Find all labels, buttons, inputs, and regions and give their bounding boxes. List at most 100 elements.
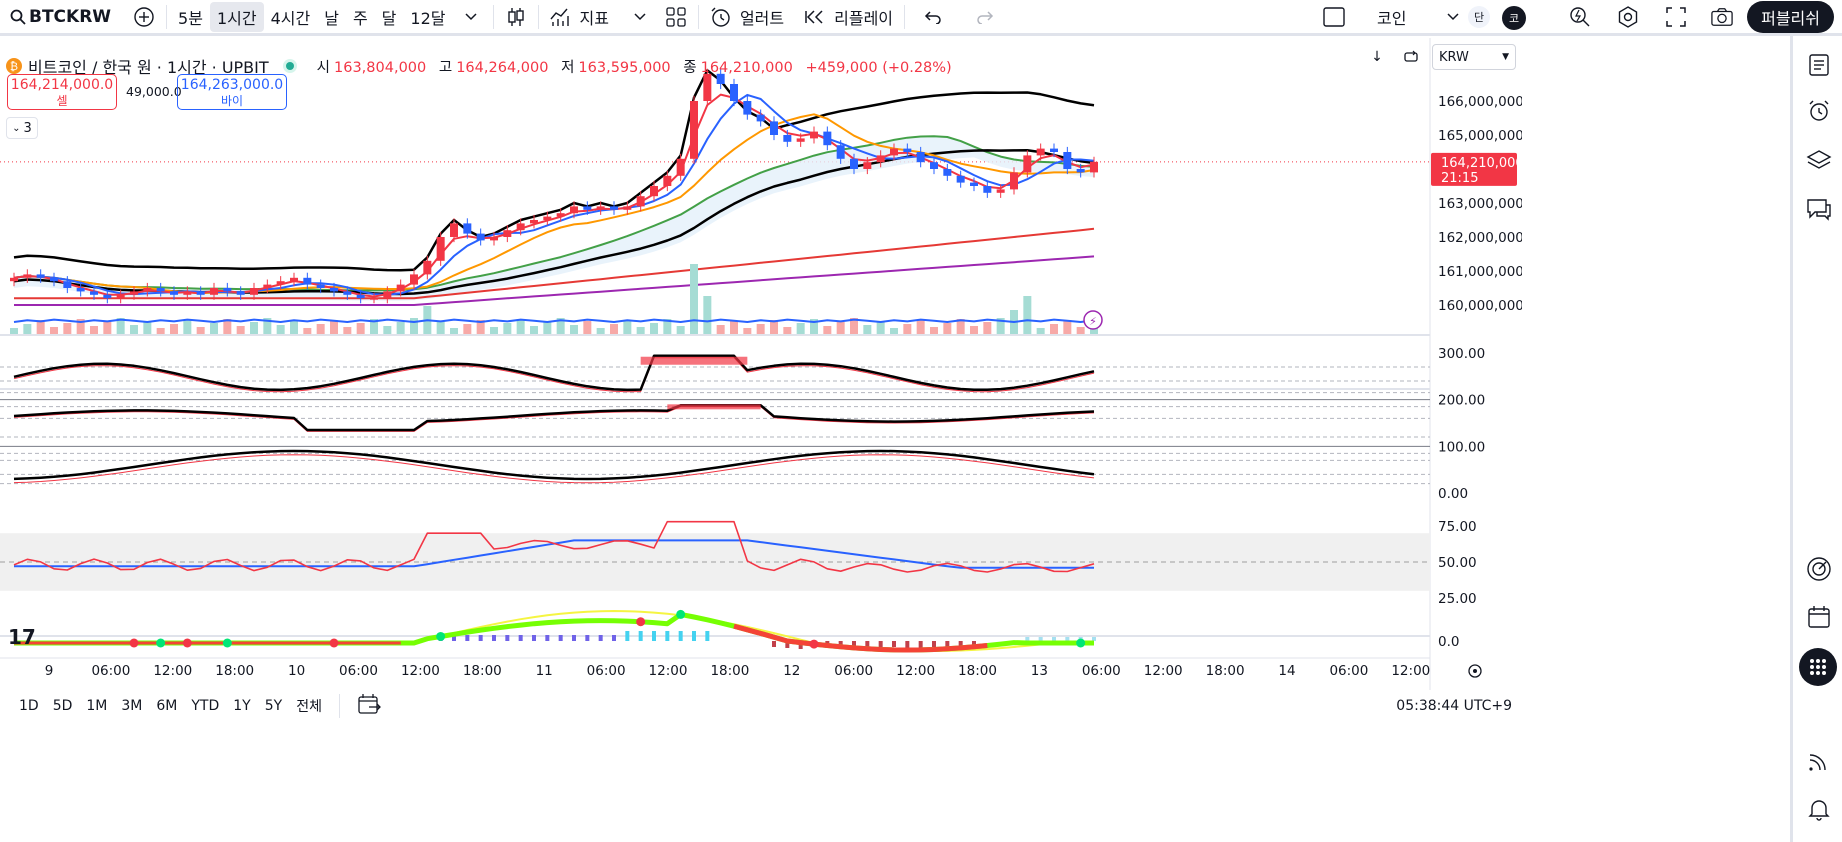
chip-dan[interactable]: 단 xyxy=(1468,6,1490,28)
range-6m[interactable]: 6M xyxy=(156,698,178,714)
volume-bar xyxy=(690,264,698,334)
indicators-dropdown[interactable] xyxy=(622,2,658,32)
ideas-button[interactable] xyxy=(1804,554,1834,584)
symbol-title[interactable]: 비트코인 / 한국 원 · 1시간 · UPBIT xyxy=(28,58,269,77)
watchlist-button[interactable] xyxy=(1804,50,1834,80)
stoch-slow-line xyxy=(13,449,1095,481)
candle-body xyxy=(250,288,258,295)
chat-button[interactable] xyxy=(1804,194,1834,224)
range-all[interactable]: 전체 xyxy=(296,699,322,715)
time-axis-label: 18:00 xyxy=(463,663,502,679)
volume-bar xyxy=(10,328,18,334)
scroll-to-latest-button[interactable]: ↓ xyxy=(1366,46,1388,68)
rewind-icon xyxy=(804,6,826,28)
redo-button[interactable] xyxy=(967,2,1003,32)
axis-settings-icon-center xyxy=(1473,669,1477,673)
volume-bar xyxy=(476,320,485,334)
time-axis-label: 12 xyxy=(783,663,800,679)
interval-1h[interactable]: 1시간 xyxy=(209,1,264,32)
indicators-collapse-button[interactable]: ⌄ 3 xyxy=(6,117,38,139)
osc2-axis-label: 75.00 xyxy=(1438,519,1477,535)
axis-settings-icon[interactable] xyxy=(1468,664,1482,678)
interval-dropdown[interactable] xyxy=(453,2,489,32)
refresh-icon xyxy=(1404,50,1418,62)
volume-bar xyxy=(1036,328,1045,334)
market-select[interactable]: 코인 xyxy=(1370,2,1471,32)
replay-button[interactable]: 리플레이 xyxy=(797,2,900,32)
range-5d[interactable]: 5D xyxy=(52,698,73,714)
streams-button[interactable] xyxy=(1804,746,1834,776)
earnings-lightning-icon[interactable] xyxy=(1083,310,1103,330)
osc1-axis-label: 200.00 xyxy=(1438,393,1485,409)
range-3m[interactable]: 3M xyxy=(121,698,143,714)
apps-button[interactable] xyxy=(1799,648,1837,686)
range-1y[interactable]: 1Y xyxy=(233,698,251,714)
symbol-search[interactable]: BTCKRW xyxy=(0,2,118,32)
volume-bar xyxy=(250,322,258,334)
screenshot-button[interactable] xyxy=(1704,2,1740,32)
histogram-bar xyxy=(958,641,963,649)
currency-select[interactable]: KRW ▼ xyxy=(1432,44,1516,70)
interval-5m[interactable]: 5분 xyxy=(178,8,203,28)
settings-button[interactable] xyxy=(1610,2,1646,32)
histogram-bar xyxy=(545,635,550,641)
candle-body xyxy=(383,291,392,299)
notifications-button[interactable] xyxy=(1804,794,1834,824)
range-1d[interactable]: 1D xyxy=(19,698,39,714)
range-ytd[interactable]: YTD xyxy=(191,698,220,714)
candle-body xyxy=(983,186,992,193)
candle-body xyxy=(1023,155,1032,173)
quick-search-button[interactable] xyxy=(1562,2,1598,32)
interval-4h[interactable]: 4시간 xyxy=(270,8,311,28)
interval-month[interactable]: 달 xyxy=(381,8,397,28)
layers-icon xyxy=(1806,150,1832,169)
candle-body xyxy=(1050,148,1058,152)
candle-body xyxy=(76,288,85,292)
fullscreen-button[interactable] xyxy=(1658,2,1694,32)
candle-body xyxy=(930,162,938,169)
right-sidebar xyxy=(1790,36,1842,842)
range-1m[interactable]: 1M xyxy=(86,698,108,714)
volume-bar xyxy=(463,324,472,334)
buy-button[interactable]: 164,263,000.0 바이 xyxy=(177,74,287,110)
candle-body xyxy=(943,169,952,176)
open-label: 시 xyxy=(316,59,330,76)
cross-signal-dot xyxy=(809,639,819,649)
candle-body xyxy=(356,294,365,299)
add-symbol-button[interactable] xyxy=(126,2,162,32)
volume-bar xyxy=(316,324,325,334)
volume-bar xyxy=(290,321,298,334)
volume-ma-line xyxy=(13,318,1095,323)
interval-12month[interactable]: 12달 xyxy=(410,8,446,28)
range-5y[interactable]: 5Y xyxy=(264,698,283,714)
volume-bar xyxy=(450,328,458,334)
time-axis-label: 18:00 xyxy=(958,663,997,679)
chart-type-button[interactable] xyxy=(498,2,534,32)
chip-ko[interactable]: 코 xyxy=(1502,6,1526,30)
sell-button[interactable]: 164,214,000.0 셀 xyxy=(7,74,117,110)
undo-button[interactable] xyxy=(915,2,951,32)
candle-body xyxy=(956,175,965,183)
publish-button[interactable]: 퍼블리쉬 xyxy=(1747,1,1834,33)
volume-bar xyxy=(996,318,1005,334)
reset-chart-button[interactable] xyxy=(1400,46,1422,68)
candle-body xyxy=(1010,172,1018,190)
histogram-bar xyxy=(505,635,510,641)
chart-area[interactable]: 166,000,000 165,000,000 163,000,000 162,000… xyxy=(0,38,1522,690)
ma-purple-line xyxy=(14,255,1095,306)
clock-timezone[interactable]: 05:38:44 UTC+9 xyxy=(1396,698,1512,714)
layouts-button[interactable] xyxy=(658,2,694,32)
object-tree-button[interactable] xyxy=(1804,146,1834,176)
alerts-panel-button[interactable] xyxy=(1804,96,1834,126)
search-icon xyxy=(7,6,29,28)
volume-bar xyxy=(743,328,752,334)
indicators-button[interactable]: 지표 xyxy=(543,2,616,32)
calendar-button[interactable] xyxy=(1804,602,1834,632)
volume-bar xyxy=(183,320,192,334)
date-range-button[interactable] xyxy=(350,693,388,719)
interval-day[interactable]: 날 xyxy=(324,8,339,28)
alert-button[interactable]: 얼러트 xyxy=(703,2,791,32)
interval-week[interactable]: 주 xyxy=(352,8,368,28)
fullscreen-layout-button[interactable] xyxy=(1316,2,1352,32)
